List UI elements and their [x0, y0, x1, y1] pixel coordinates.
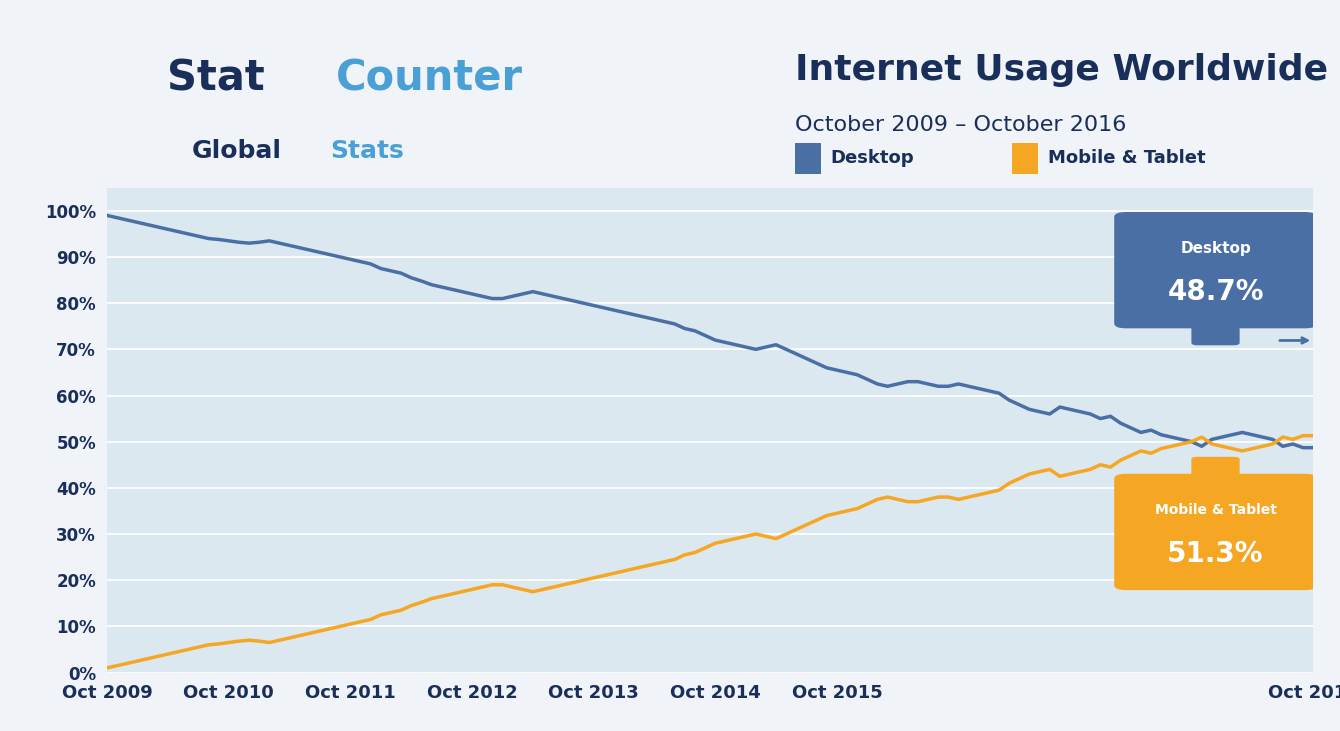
Text: Desktop: Desktop: [831, 149, 914, 167]
Text: Mobile & Tablet: Mobile & Tablet: [1048, 149, 1206, 167]
Text: Internet Usage Worldwide: Internet Usage Worldwide: [795, 53, 1328, 87]
Text: October 2009 – October 2016: October 2009 – October 2016: [795, 115, 1126, 135]
Text: Mobile & Tablet: Mobile & Tablet: [1155, 503, 1277, 517]
Text: Stats: Stats: [330, 140, 405, 163]
Text: Global: Global: [192, 140, 281, 163]
Text: 51.3%: 51.3%: [1167, 539, 1264, 568]
Bar: [795, 143, 821, 174]
Text: Desktop: Desktop: [1181, 240, 1250, 256]
Text: 48.7%: 48.7%: [1167, 278, 1264, 306]
Text: Counter: Counter: [336, 58, 524, 100]
Text: Stat: Stat: [168, 58, 265, 100]
FancyBboxPatch shape: [1191, 457, 1240, 483]
Bar: [1012, 143, 1038, 174]
FancyBboxPatch shape: [1115, 474, 1317, 590]
FancyBboxPatch shape: [1115, 212, 1317, 328]
FancyBboxPatch shape: [1191, 319, 1240, 345]
